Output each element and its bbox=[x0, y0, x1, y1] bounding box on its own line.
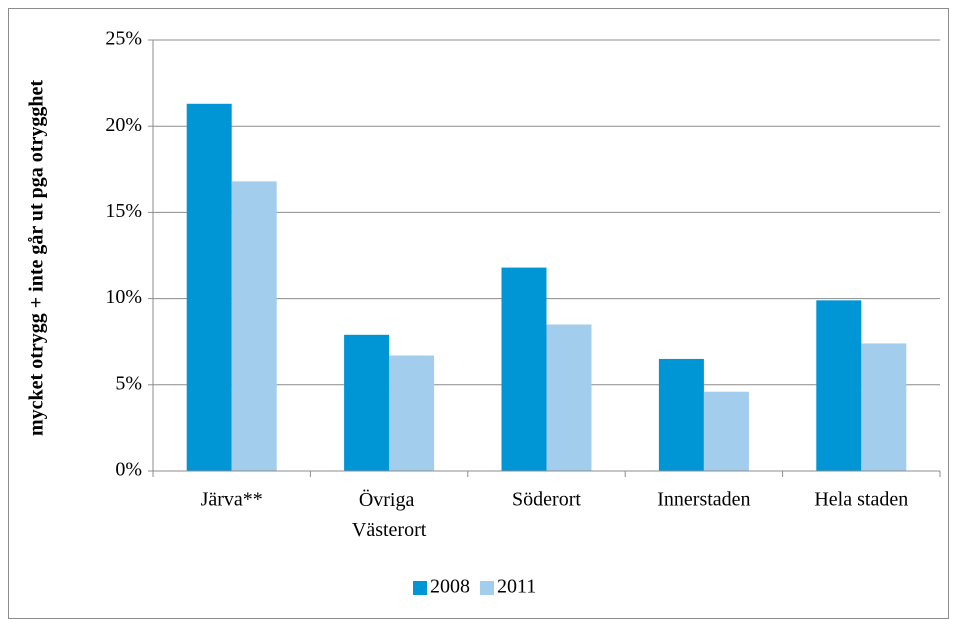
bar bbox=[501, 267, 547, 471]
x-tick-label: Hela staden bbox=[814, 489, 908, 511]
bar bbox=[231, 181, 277, 472]
legend-swatch bbox=[480, 581, 494, 595]
x-tick-label: Övriga Västerort bbox=[352, 488, 427, 541]
bar bbox=[186, 103, 232, 472]
bar bbox=[546, 324, 592, 471]
bar bbox=[703, 391, 749, 471]
x-tick-label: Innerstaden bbox=[657, 489, 750, 511]
y-tick-label: 25% bbox=[105, 28, 142, 50]
bar bbox=[658, 358, 704, 471]
x-tick-label: Söderort bbox=[512, 489, 581, 511]
y-tick-label: 5% bbox=[115, 372, 142, 394]
y-tick-label: 10% bbox=[105, 286, 142, 308]
bar bbox=[816, 300, 862, 471]
bar bbox=[389, 355, 435, 471]
bar bbox=[861, 343, 907, 471]
legend-swatch bbox=[413, 581, 427, 595]
y-tick-label: 20% bbox=[105, 114, 142, 136]
legend-label: 2011 bbox=[497, 576, 536, 598]
bar bbox=[344, 334, 390, 471]
y-tick-label: 0% bbox=[115, 459, 142, 481]
y-axis-title: mycket otrygg + inte går ut pga otrygghe… bbox=[26, 80, 48, 436]
x-tick-label: Järva** bbox=[201, 489, 263, 511]
legend-label: 2008 bbox=[430, 576, 470, 598]
y-tick-label: 15% bbox=[105, 200, 142, 222]
chart-frame bbox=[8, 8, 949, 619]
